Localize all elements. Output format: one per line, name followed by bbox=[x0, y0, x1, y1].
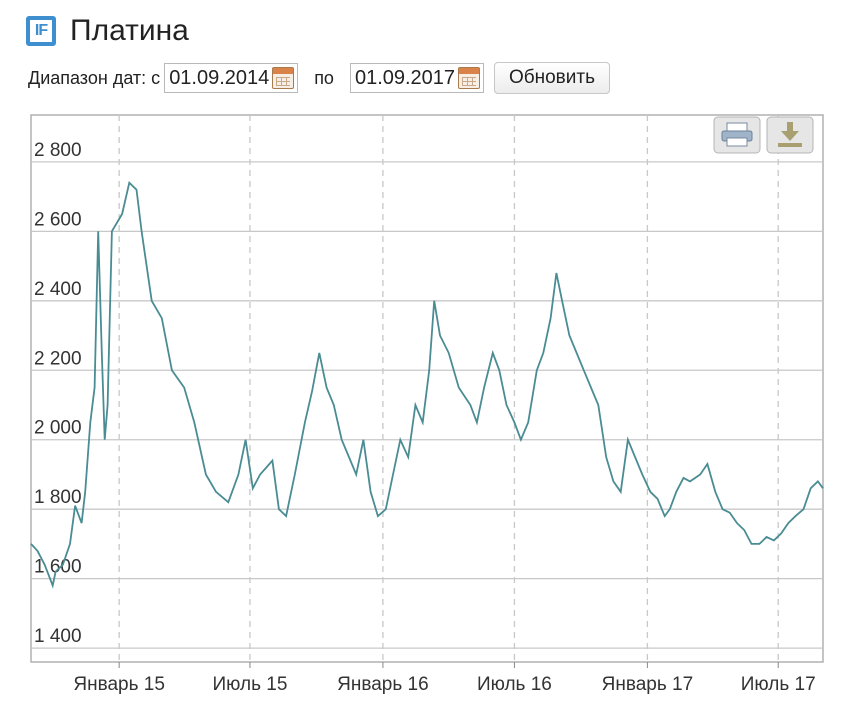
x-tick-label: Январь 16 bbox=[337, 674, 429, 695]
date-range-label: Диапазон дат: с bbox=[28, 67, 161, 88]
page-title: Платина bbox=[70, 14, 189, 47]
y-tick-label: 2 600 bbox=[34, 209, 82, 230]
logo: IF bbox=[26, 16, 56, 46]
print-icon bbox=[721, 122, 753, 147]
date-range-controls: Диапазон дат: с 01.09.2014 по 01.09.2017… bbox=[28, 62, 610, 94]
y-tick-label: 1 800 bbox=[34, 487, 82, 508]
date-to-field[interactable]: 01.09.2017 bbox=[349, 63, 484, 93]
y-tick-label: 2 800 bbox=[34, 140, 82, 161]
header: IF Платина bbox=[26, 14, 189, 48]
y-tick-label: 2 400 bbox=[34, 279, 82, 300]
x-axis-labels: Январь 15 Июль 15 Январь 16 Июль 16 Январь 1… bbox=[73, 674, 815, 695]
y-tick-label: 2 000 bbox=[34, 418, 82, 439]
y-tick-label: 2 200 bbox=[34, 348, 82, 369]
y-tick-label: 1 600 bbox=[34, 557, 82, 578]
print-button[interactable] bbox=[713, 116, 761, 154]
date-from-value: 01.09.2014 bbox=[169, 66, 270, 89]
x-tick-label: Июль 15 bbox=[213, 674, 288, 695]
logo-text: IF bbox=[30, 20, 52, 42]
refresh-button[interactable]: Обновить bbox=[493, 62, 610, 94]
y-axis-labels: 1 400 1 600 1 800 2 000 2 200 2 400 2 600 2 800 bbox=[34, 140, 82, 647]
download-button[interactable] bbox=[766, 116, 814, 154]
date-to-value: 01.09.2017 bbox=[354, 66, 456, 89]
download-icon bbox=[778, 122, 802, 147]
date-from-field[interactable]: 01.09.2014 bbox=[164, 63, 299, 93]
price-line bbox=[30, 180, 824, 589]
vertical-grid bbox=[118, 115, 779, 668]
x-tick-label: Январь 15 bbox=[73, 674, 165, 695]
x-tick-label: Июль 17 bbox=[741, 674, 816, 695]
x-tick-label: Январь 17 bbox=[602, 674, 694, 695]
date-to-label: по bbox=[314, 67, 334, 88]
x-tick-label: Июль 16 bbox=[477, 674, 552, 695]
horizontal-grid bbox=[31, 161, 823, 649]
y-tick-label: 1 400 bbox=[34, 626, 82, 647]
calendar-icon[interactable] bbox=[457, 67, 480, 89]
calendar-icon[interactable] bbox=[272, 67, 295, 89]
